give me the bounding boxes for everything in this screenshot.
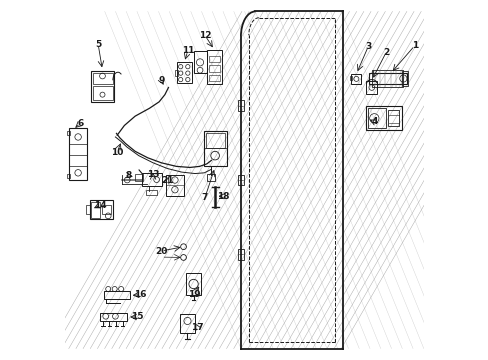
Bar — [366, 81, 376, 94]
Text: 2: 2 — [382, 48, 388, 57]
Bar — [207, 174, 215, 181]
Text: 18: 18 — [216, 192, 229, 201]
Text: 16: 16 — [134, 290, 146, 299]
Bar — [238, 100, 244, 111]
Bar — [102, 205, 111, 214]
Bar — [366, 107, 401, 130]
Bar — [142, 173, 162, 186]
Text: 14: 14 — [94, 201, 106, 210]
Text: 5: 5 — [95, 40, 101, 49]
Text: 4: 4 — [370, 117, 377, 126]
Bar — [371, 69, 402, 87]
Text: 3: 3 — [365, 42, 370, 51]
Bar — [401, 71, 407, 86]
Bar — [351, 74, 361, 84]
Bar — [93, 73, 112, 84]
Bar — [204, 131, 226, 166]
Bar — [66, 174, 70, 178]
Text: 12: 12 — [199, 31, 211, 40]
Bar — [387, 110, 399, 126]
Text: 19: 19 — [187, 289, 200, 298]
Bar — [349, 76, 352, 80]
Text: 1: 1 — [411, 41, 417, 50]
Bar — [186, 273, 201, 295]
Bar — [175, 69, 178, 76]
Bar — [86, 205, 90, 214]
Text: 21: 21 — [161, 176, 173, 185]
Bar — [89, 200, 113, 220]
Text: 17: 17 — [190, 323, 203, 332]
Bar — [208, 56, 220, 62]
Text: 13: 13 — [146, 170, 159, 179]
Text: 6: 6 — [77, 119, 83, 128]
Bar — [238, 175, 244, 185]
Bar — [166, 175, 183, 196]
Bar — [367, 108, 386, 128]
Text: 8: 8 — [125, 171, 132, 180]
Text: 15: 15 — [130, 312, 143, 321]
Bar — [145, 190, 156, 195]
Bar — [206, 134, 224, 148]
Bar — [208, 65, 220, 72]
Bar — [91, 71, 114, 102]
Bar — [193, 51, 207, 73]
Text: 11: 11 — [181, 46, 194, 55]
Bar — [93, 86, 112, 100]
Text: 10: 10 — [111, 148, 123, 157]
Bar — [69, 128, 86, 180]
Bar — [208, 75, 220, 81]
Bar — [135, 174, 143, 181]
Bar — [207, 50, 221, 84]
Bar — [104, 291, 129, 299]
Text: 9: 9 — [158, 76, 164, 85]
Bar — [66, 131, 70, 135]
Text: 20: 20 — [155, 247, 167, 256]
Bar — [91, 202, 100, 218]
Bar — [238, 249, 244, 260]
Text: 7: 7 — [202, 193, 208, 202]
Bar — [100, 313, 127, 320]
Bar — [180, 314, 195, 333]
Bar — [177, 62, 192, 83]
Bar — [368, 73, 406, 84]
